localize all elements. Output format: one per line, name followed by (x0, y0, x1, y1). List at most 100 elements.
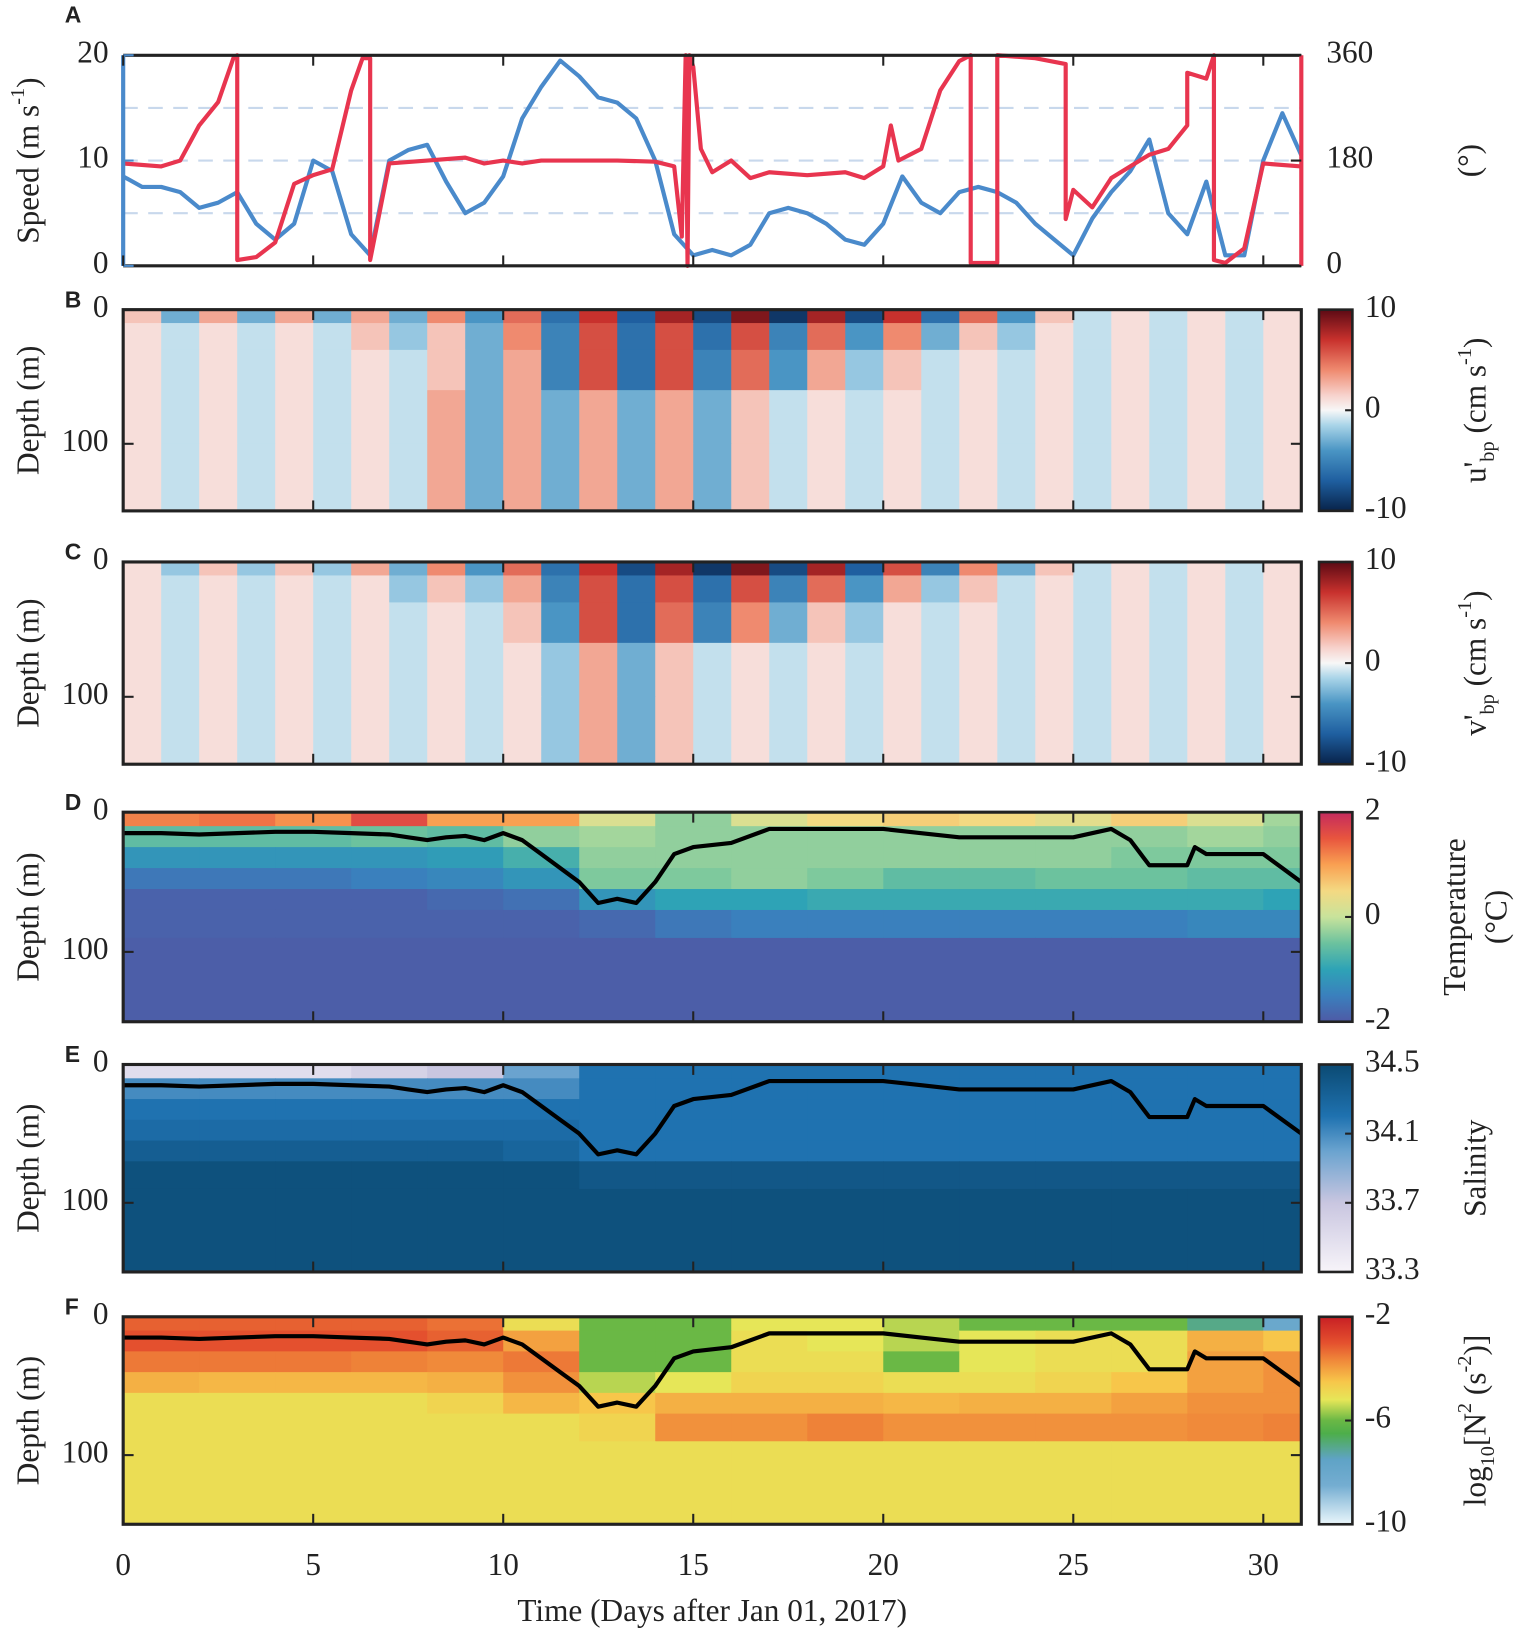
heatmap-cell (731, 1078, 808, 1100)
heatmap-cell (275, 602, 314, 644)
heatmap-cell (1035, 575, 1074, 604)
heatmap-cell (1035, 937, 1112, 1023)
heatmap-cell (123, 309, 162, 324)
heatmap-cell (503, 575, 542, 604)
heatmap-cell (503, 1372, 580, 1394)
heatmap-cell (1225, 309, 1264, 324)
y-tick-label: 0 (93, 791, 109, 826)
heatmap-cell (503, 602, 542, 644)
heatmap-cell (959, 1372, 1036, 1394)
heatmap-cell (655, 1441, 732, 1525)
heatmap-cell (389, 696, 428, 765)
heatmap-cell (313, 349, 352, 391)
heatmap-cell (883, 1351, 960, 1373)
colorbar-label-part: bp (1477, 694, 1499, 714)
colorbar-label-part: u' (1458, 462, 1493, 483)
heatmap-cell (845, 561, 884, 577)
heatmap-cell (1035, 1119, 1112, 1142)
heatmap-cell (807, 696, 846, 765)
heatmap-cell (199, 1330, 276, 1353)
heatmap-cell (1263, 1413, 1302, 1442)
panel-letter: F (65, 1294, 79, 1320)
heatmap-cell (427, 1372, 504, 1394)
heatmap-cell (123, 1161, 200, 1190)
heatmap-cell (1263, 812, 1302, 827)
heatmap-cell (351, 642, 390, 698)
heatmap-cell (1225, 349, 1264, 391)
heatmap-cell (199, 1441, 276, 1525)
y-tick-label: 100 (62, 423, 109, 458)
heatmap-cell (275, 937, 352, 1023)
colorbar-label-part: -2 (1454, 1356, 1476, 1373)
heatmap-cell (275, 1330, 352, 1353)
heatmap-cell (579, 1064, 656, 1079)
heatmap-cell (465, 561, 504, 577)
heatmap-cell (351, 323, 390, 351)
heatmap-cell (275, 889, 352, 911)
colorbar-label-part: ) (1458, 590, 1493, 600)
heatmap-cell (655, 1188, 732, 1273)
heatmap-cell (731, 323, 770, 351)
heatmap-cell (1225, 575, 1264, 604)
heatmap-cell (123, 909, 200, 939)
heatmap-cell (503, 1413, 580, 1442)
heatmap-cell (1111, 1413, 1188, 1442)
heatmap-cell (579, 323, 618, 351)
heatmap-cell (769, 309, 808, 324)
heatmap-cell (1187, 1161, 1264, 1190)
heatmap-cell (1187, 937, 1264, 1023)
heatmap-cell (1225, 561, 1264, 577)
heatmap-cell (427, 1441, 504, 1525)
heatmap-cell (199, 847, 276, 869)
colorbar-label-part: 10 (1477, 1446, 1499, 1466)
heatmap-cell (123, 937, 200, 1023)
heatmap-cell (579, 812, 656, 827)
heatmap-cell (427, 909, 504, 939)
heatmap-cell (313, 696, 352, 765)
heatmap-cell (731, 1188, 808, 1273)
heatmap-cell (351, 1064, 428, 1079)
colorbar-label-part: ) (1458, 338, 1493, 348)
heatmap-cell (655, 575, 694, 604)
heatmap-cell (351, 602, 390, 644)
y2-tick-label: 180 (1326, 140, 1373, 175)
heatmap-cell (465, 696, 504, 765)
heatmap-cell (1187, 1064, 1264, 1079)
heatmap-cell (617, 309, 656, 324)
heatmap-cell (1035, 642, 1074, 698)
heatmap-cell (1073, 561, 1112, 577)
heatmap-cell (313, 642, 352, 698)
heatmap-cell (351, 1161, 428, 1190)
colorbar-tick-label: 33.7 (1365, 1182, 1420, 1217)
heatmap-cell (427, 390, 466, 445)
heatmap-cell (883, 1413, 960, 1442)
heatmap-cell (921, 642, 960, 698)
heatmap-cell (1035, 1188, 1112, 1273)
heatmap-cell (351, 1140, 428, 1162)
colorbar-label-part: -1 (1454, 601, 1476, 618)
y-axis-label: Depth (m) (11, 598, 46, 727)
heatmap-cell (351, 1351, 428, 1373)
heatmap-cell (769, 390, 808, 445)
heatmap-cell (883, 1372, 960, 1394)
heatmap-cell (807, 575, 846, 604)
heatmap-cell (351, 868, 428, 890)
heatmap-cell (199, 696, 238, 765)
heatmap-cell (351, 826, 428, 848)
heatmap-cell (845, 642, 884, 698)
heatmap-cell (1187, 1441, 1264, 1525)
heatmap-cell (123, 390, 162, 445)
heatmap-cell (617, 390, 656, 445)
heatmap-cell (427, 1351, 504, 1373)
heatmap-cell (731, 1330, 808, 1353)
heatmap-cell (997, 575, 1036, 604)
heatmap-cell (199, 889, 276, 911)
heatmap-cell (1263, 1078, 1302, 1100)
heatmap-cell (731, 390, 770, 445)
line-series (123, 53, 1302, 268)
heatmap-cell (883, 1441, 960, 1525)
heatmap-cell (427, 1064, 504, 1079)
heatmap-cell (617, 349, 656, 391)
heatmap-cell (465, 349, 504, 391)
heatmap-cell (123, 1188, 200, 1273)
